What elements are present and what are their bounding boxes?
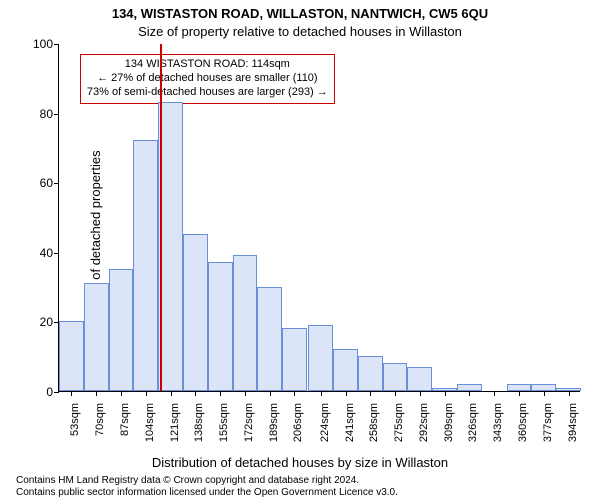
histogram-bar	[84, 283, 109, 391]
histogram-bar	[407, 367, 432, 391]
plot-area: 134 WISTASTON ROAD: 114sqm ← 27% of deta…	[58, 44, 580, 392]
x-tick-mark	[195, 391, 196, 396]
x-tick-label: 343sqm	[492, 403, 504, 442]
histogram-bar	[109, 269, 134, 391]
histogram-bar	[457, 384, 482, 391]
x-tick-mark	[569, 391, 570, 396]
x-tick-label: 121sqm	[169, 403, 181, 442]
x-tick-mark	[71, 391, 72, 396]
x-tick-label: 53sqm	[69, 403, 81, 436]
x-tick-mark	[395, 391, 396, 396]
reference-line	[160, 44, 162, 391]
histogram-bar	[358, 356, 383, 391]
histogram-bar	[183, 234, 208, 391]
x-tick-label: 241sqm	[344, 403, 356, 442]
x-tick-label: 326sqm	[467, 403, 479, 442]
x-tick-label: 258sqm	[368, 403, 380, 442]
histogram-bar	[308, 325, 333, 391]
y-tick-mark	[54, 114, 59, 115]
annotation-line1: 134 WISTASTON ROAD: 114sqm	[87, 58, 328, 72]
y-tick-mark	[54, 44, 59, 45]
histogram-bar	[531, 384, 556, 391]
x-tick-mark	[270, 391, 271, 396]
x-tick-label: 377sqm	[542, 403, 554, 442]
x-axis-label: Distribution of detached houses by size …	[0, 455, 600, 470]
histogram-bar	[59, 321, 84, 391]
x-tick-mark	[294, 391, 295, 396]
y-tick-mark	[54, 253, 59, 254]
annotation-line3: 73% of semi-detached houses are larger (…	[87, 86, 328, 100]
x-tick-label: 206sqm	[292, 403, 304, 442]
x-tick-label: 189sqm	[268, 403, 280, 442]
histogram-bar	[158, 102, 183, 391]
footer-text-2: Contains public sector information licen…	[16, 487, 398, 498]
y-tick-mark	[54, 183, 59, 184]
x-tick-mark	[370, 391, 371, 396]
x-tick-mark	[346, 391, 347, 396]
x-tick-label: 309sqm	[443, 403, 455, 442]
x-tick-mark	[245, 391, 246, 396]
histogram-bar	[333, 349, 358, 391]
histogram-bar	[133, 140, 158, 391]
x-tick-label: 224sqm	[319, 403, 331, 442]
x-tick-mark	[171, 391, 172, 396]
x-tick-mark	[220, 391, 221, 396]
histogram-bar	[507, 384, 532, 391]
x-tick-label: 292sqm	[418, 403, 430, 442]
annotation-line2: ← 27% of detached houses are smaller (11…	[87, 72, 328, 86]
x-tick-mark	[96, 391, 97, 396]
x-tick-mark	[519, 391, 520, 396]
histogram-bar	[233, 255, 258, 391]
annotation-box: 134 WISTASTON ROAD: 114sqm ← 27% of deta…	[80, 54, 335, 103]
footer-text-1: Contains HM Land Registry data © Crown c…	[16, 475, 359, 486]
x-tick-mark	[469, 391, 470, 396]
x-tick-label: 87sqm	[119, 403, 131, 436]
x-tick-mark	[146, 391, 147, 396]
x-tick-label: 104sqm	[144, 403, 156, 442]
histogram-bar	[383, 363, 408, 391]
chart-title-main: 134, WISTASTON ROAD, WILLASTON, NANTWICH…	[0, 6, 600, 21]
x-tick-mark	[420, 391, 421, 396]
histogram-bar	[208, 262, 233, 391]
x-tick-label: 70sqm	[94, 403, 106, 436]
x-tick-mark	[121, 391, 122, 396]
x-tick-mark	[494, 391, 495, 396]
x-tick-mark	[321, 391, 322, 396]
x-tick-label: 360sqm	[517, 403, 529, 442]
x-tick-mark	[544, 391, 545, 396]
x-tick-mark	[445, 391, 446, 396]
x-tick-label: 275sqm	[393, 403, 405, 442]
histogram-bar	[282, 328, 307, 391]
chart-title-sub: Size of property relative to detached ho…	[0, 24, 600, 39]
histogram-chart: 134, WISTASTON ROAD, WILLASTON, NANTWICH…	[0, 0, 600, 500]
y-tick-mark	[54, 392, 59, 393]
x-tick-label: 394sqm	[567, 403, 579, 442]
x-tick-label: 172sqm	[243, 403, 255, 442]
x-tick-label: 155sqm	[218, 403, 230, 442]
histogram-bar	[257, 287, 282, 391]
x-tick-label: 138sqm	[193, 403, 205, 442]
